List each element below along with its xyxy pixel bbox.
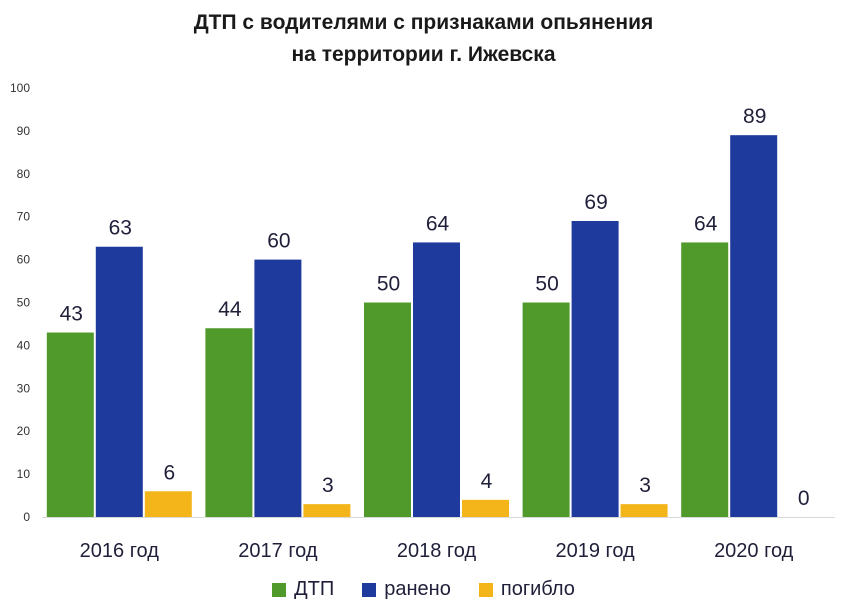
data-label-dtp: 64 xyxy=(694,212,718,235)
y-tick-label: 60 xyxy=(17,253,31,267)
data-label-raneno: 64 xyxy=(426,212,450,235)
bar-dtp xyxy=(205,328,253,517)
data-label-pogiblo: 3 xyxy=(639,474,651,497)
x-axis: 2016 год 2017 год 2018 год 2019 год 2020 год xyxy=(42,517,835,562)
data-label-dtp: 43 xyxy=(60,303,83,326)
bar-pogiblo xyxy=(462,499,509,517)
chart-title-line-1: ДТП с водителями с признаками опьянения xyxy=(193,11,654,34)
data-label-raneno: 63 xyxy=(109,217,132,240)
legend-label-pogiblo: погибло xyxy=(500,578,575,600)
x-tick-label: 2017 год xyxy=(238,540,318,562)
x-tick-label: 2018 год xyxy=(397,540,477,562)
bar-raneno xyxy=(730,135,778,517)
data-label-raneno: 69 xyxy=(584,191,607,214)
legend-swatch-pogiblo xyxy=(478,582,493,597)
x-tick-label: 2016 год xyxy=(80,540,160,562)
bar-pogiblo xyxy=(144,491,192,517)
bar-raneno xyxy=(254,259,302,517)
legend-item-dtp: ДТП xyxy=(272,578,334,601)
y-tick-label: 0 xyxy=(23,510,30,524)
y-tick-label: 10 xyxy=(17,467,31,481)
y-tick-label: 100 xyxy=(10,81,30,95)
legend-swatch-raneno xyxy=(362,582,377,597)
bar-dtp xyxy=(46,332,94,517)
x-tick-label: 2020 год xyxy=(714,540,794,562)
legend-swatch-dtp xyxy=(272,582,287,597)
bars xyxy=(46,135,778,518)
bar-dtp xyxy=(522,302,570,517)
y-tick-label: 30 xyxy=(17,381,31,395)
data-label-dtp: 50 xyxy=(535,273,558,296)
legend-item-pogiblo: погибло xyxy=(478,578,575,601)
bar-dtp xyxy=(681,242,729,517)
data-label-dtp: 50 xyxy=(377,273,400,296)
data-label-raneno: 60 xyxy=(267,230,290,253)
data-label-pogiblo: 4 xyxy=(481,470,493,493)
chart-title-line-2: на территории г. Ижевска xyxy=(291,43,556,66)
bar-raneno xyxy=(571,220,619,518)
y-axis: 0 10 20 30 40 50 60 70 80 90 100 xyxy=(10,81,30,524)
y-tick-label: 90 xyxy=(17,124,31,138)
data-label-pogiblo: 3 xyxy=(322,474,334,497)
legend-item-raneno: ранено xyxy=(362,578,451,601)
y-tick-label: 80 xyxy=(17,167,31,181)
legend: ДТП ранено погибло xyxy=(0,578,847,601)
data-label-raneno: 89 xyxy=(743,105,766,128)
legend-label-raneno: ранено xyxy=(384,578,451,600)
bar-pogiblo xyxy=(303,504,351,517)
legend-label-dtp: ДТП xyxy=(294,578,335,600)
bar-pogiblo xyxy=(620,504,668,517)
data-label-dtp: 44 xyxy=(218,298,242,321)
data-label-pogiblo: 6 xyxy=(163,461,175,484)
y-tick-label: 50 xyxy=(17,296,31,310)
x-tick-label: 2019 год xyxy=(555,540,635,562)
bar-raneno xyxy=(95,246,143,518)
bar-dtp xyxy=(364,302,411,517)
data-label-pogiblo: 0 xyxy=(798,487,810,510)
y-tick-label: 20 xyxy=(17,424,31,438)
bar-raneno xyxy=(413,242,460,517)
y-tick-label: 70 xyxy=(17,210,31,224)
y-tick-label: 40 xyxy=(17,338,31,352)
